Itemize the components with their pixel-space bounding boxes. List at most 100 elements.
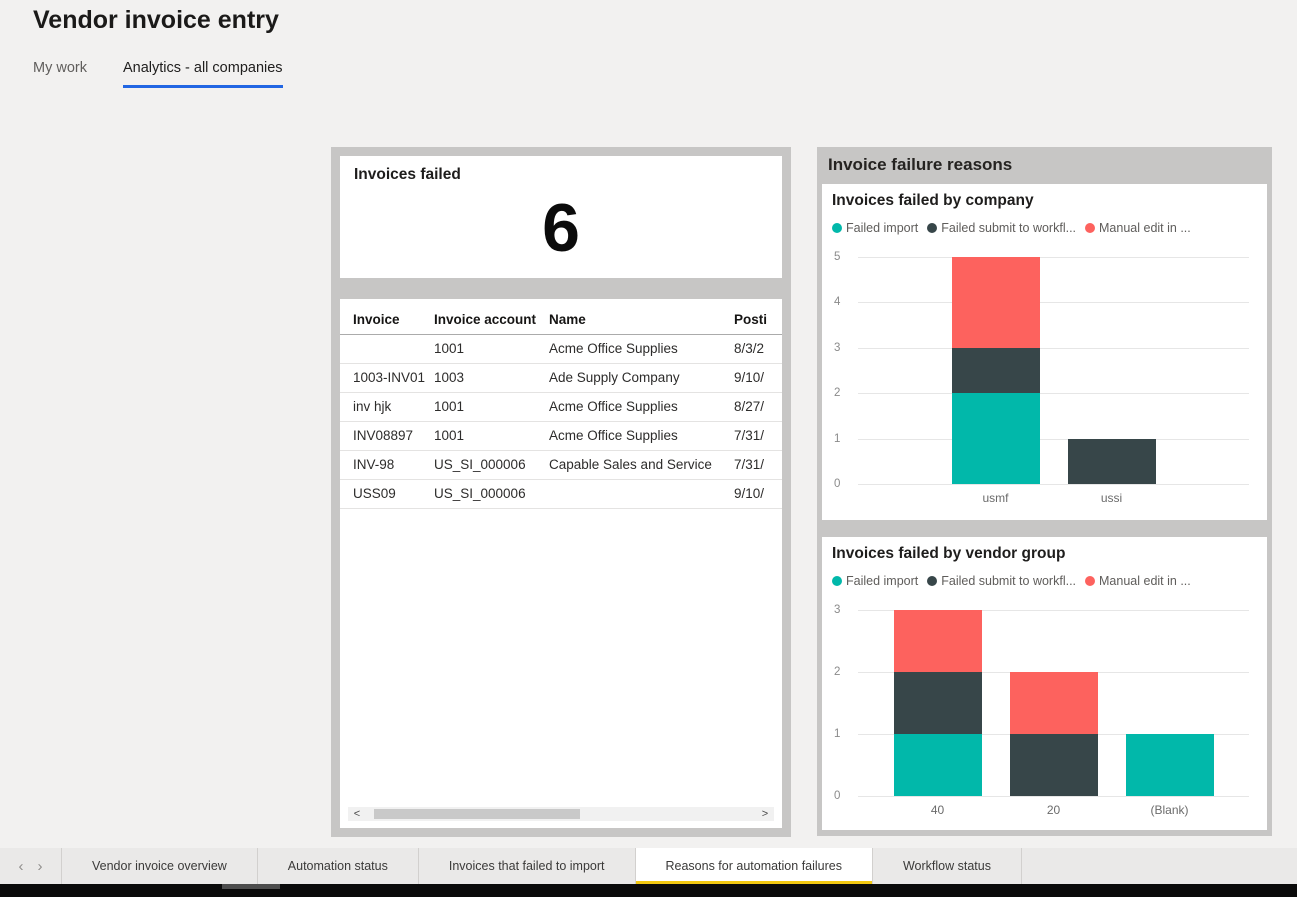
table-cell: Acme Office Supplies	[549, 421, 734, 451]
x-axis-category-label: usmf	[982, 491, 1009, 505]
legend-item[interactable]: Failed submit to workfl...	[927, 574, 1076, 588]
stacked-bar-ussi[interactable]	[1067, 438, 1156, 484]
table-row[interactable]: inv hjk 1001 Acme Office Supplies 8/27/	[340, 392, 782, 422]
gridline	[858, 393, 1249, 395]
bar-segment[interactable]	[893, 610, 982, 672]
table-cell: USS09	[340, 479, 434, 509]
legend-label: Manual edit in ...	[1099, 221, 1191, 235]
y-axis-tick-label: 4	[834, 296, 841, 309]
chart-title: Invoices failed by company	[832, 192, 1034, 209]
table-cell: Acme Office Supplies	[549, 392, 734, 422]
legend-item[interactable]: Manual edit in ...	[1085, 574, 1191, 588]
stacked-bar--blank-[interactable]	[1125, 734, 1214, 796]
tab-nav-left-icon[interactable]: ‹	[18, 857, 24, 875]
scroll-right-icon[interactable]: >	[761, 808, 769, 820]
chart-plot: 0 1 2 3 40 20 (Blank)	[834, 604, 1249, 817]
gridline	[858, 347, 1249, 349]
table-row[interactable]: 1003-INV01 1003 Ade Supply Company 9/10/	[340, 363, 782, 393]
stacked-bar-20[interactable]	[1009, 672, 1098, 796]
x-axis-category-label: (Blank)	[1150, 803, 1189, 817]
table-cell: 7/31/	[734, 421, 782, 451]
legend-item[interactable]: Failed import	[832, 221, 918, 235]
table-row[interactable]: INV08897 1001 Acme Office Supplies 7/31/	[340, 421, 782, 451]
panel-header: Invoice failure reasons	[828, 155, 1013, 174]
column-header: Invoice	[340, 305, 434, 335]
report-tab-reasons-for-automation-failures[interactable]: Reasons for automation failures	[635, 848, 873, 884]
scroll-left-icon[interactable]: <	[353, 808, 361, 820]
top-tab-analytics-all-companies[interactable]: Analytics - all companies	[122, 60, 283, 88]
failed-invoices-table-card: Invoice Invoice account Name Posti 1001 Acme…	[340, 299, 782, 828]
page-bottom-margin	[0, 897, 1297, 920]
report-tab-invoices-that-failed-to-import[interactable]: Invoices that failed to import	[419, 848, 636, 884]
kpi-card-title: Invoices failed	[354, 166, 461, 183]
table-row[interactable]: 1001 Acme Office Supplies 8/3/2	[340, 334, 782, 364]
bar-segment[interactable]	[951, 257, 1040, 348]
x-axis-category-label: 40	[930, 803, 945, 817]
report-tab-automation-status[interactable]: Automation status	[258, 848, 419, 884]
bar-segment[interactable]	[893, 672, 982, 734]
table-horizontal-scrollbar[interactable]: < >	[348, 807, 774, 821]
bar-segment[interactable]	[1067, 438, 1156, 484]
y-axis-tick-label: 5	[834, 251, 841, 263]
table-cell	[340, 334, 434, 364]
x-axis-category-label: 20	[1046, 803, 1061, 817]
bar-segment[interactable]	[951, 393, 1040, 484]
report-tab-vendor-invoice-overview[interactable]: Vendor invoice overview	[62, 848, 258, 884]
legend-dot-icon	[1085, 223, 1096, 233]
legend-label: Failed submit to workfl...	[941, 221, 1077, 235]
bar-segment[interactable]	[1125, 734, 1214, 796]
chart-title: Invoices failed by vendor group	[832, 545, 1066, 562]
chart-invoices-failed-by-company[interactable]: Invoices failed by company Failed import…	[822, 184, 1267, 520]
invoices-failed-panel: Invoices failed 6 Invoice Invoice account…	[331, 147, 791, 837]
page-title: Vendor invoice entry	[33, 6, 279, 34]
legend-item[interactable]: Failed import	[832, 574, 918, 588]
y-axis-tick-label: 0	[834, 478, 841, 490]
top-tab-my-work[interactable]: My work	[33, 60, 87, 76]
legend-label: Manual edit in ...	[1099, 574, 1191, 588]
chart-plot: 0 1 2 3 4 5 usmf ussi	[834, 251, 1249, 505]
gridline	[858, 484, 1249, 485]
legend-label: Failed submit to workfl...	[941, 574, 1077, 588]
report-tab-workflow-status[interactable]: Workflow status	[873, 848, 1022, 884]
x-axis-category-label: ussi	[1100, 491, 1123, 505]
gridline	[858, 610, 1249, 611]
report-bottom-scrollbar-thumb[interactable]	[222, 884, 280, 889]
table-row[interactable]: USS09 US_SI_000006 9/10/	[340, 479, 782, 509]
column-header: Posti	[734, 305, 782, 335]
table-cell: 8/3/2	[734, 334, 782, 364]
y-axis-tick-label: 2	[834, 387, 841, 400]
bar-segment[interactable]	[951, 347, 1040, 394]
table-cell: inv hjk	[340, 392, 434, 422]
table-cell: US_SI_000006	[434, 479, 549, 509]
chart-invoices-failed-by-vendor-group[interactable]: Invoices failed by vendor group Failed i…	[822, 537, 1267, 830]
table-cell: 9/10/	[734, 363, 782, 393]
bar-segment[interactable]	[1009, 672, 1098, 734]
bar-segment[interactable]	[1009, 734, 1098, 796]
table-row[interactable]: INV-98 US_SI_000006 Capable Sales and Serv…	[340, 450, 782, 480]
table-scrollbar-thumb[interactable]	[373, 809, 581, 819]
stacked-bar-usmf[interactable]	[951, 257, 1040, 484]
bar-segment[interactable]	[893, 734, 982, 796]
stacked-bar-40[interactable]	[893, 610, 982, 796]
invoices-failed-kpi-card[interactable]: Invoices failed 6	[340, 156, 782, 278]
legend-item[interactable]: Manual edit in ...	[1085, 221, 1191, 235]
invoice-failure-reasons-panel: Invoice failure reasons Invoices failed …	[817, 147, 1272, 836]
y-axis-tick-label: 1	[834, 728, 841, 740]
legend-label: Failed import	[846, 574, 919, 588]
report-page-tab-bar: ‹ › Vendor invoice overview Automation st…	[0, 848, 1297, 884]
kpi-value: 6	[542, 190, 580, 266]
y-axis-tick-label: 1	[834, 432, 841, 445]
table-scrollbar-track[interactable]	[366, 809, 756, 819]
y-axis-tick-label: 2	[834, 666, 841, 678]
table-cell: 1001	[434, 421, 549, 451]
report-page-tabs: Vendor invoice overview Automation status…	[62, 848, 1022, 884]
column-header: Invoice account	[434, 305, 549, 335]
legend-item[interactable]: Failed submit to workfl...	[927, 221, 1076, 235]
report-bottom-scrollbar-track[interactable]	[0, 884, 1297, 897]
top-tab-strip: My work Analytics - all companies	[33, 60, 283, 88]
table-cell: INV08897	[340, 421, 434, 451]
table-cell: 1001	[434, 392, 549, 422]
y-axis-tick-label: 3	[834, 604, 841, 616]
tab-nav-right-icon[interactable]: ›	[37, 857, 43, 875]
table-cell: 1003	[434, 363, 549, 393]
